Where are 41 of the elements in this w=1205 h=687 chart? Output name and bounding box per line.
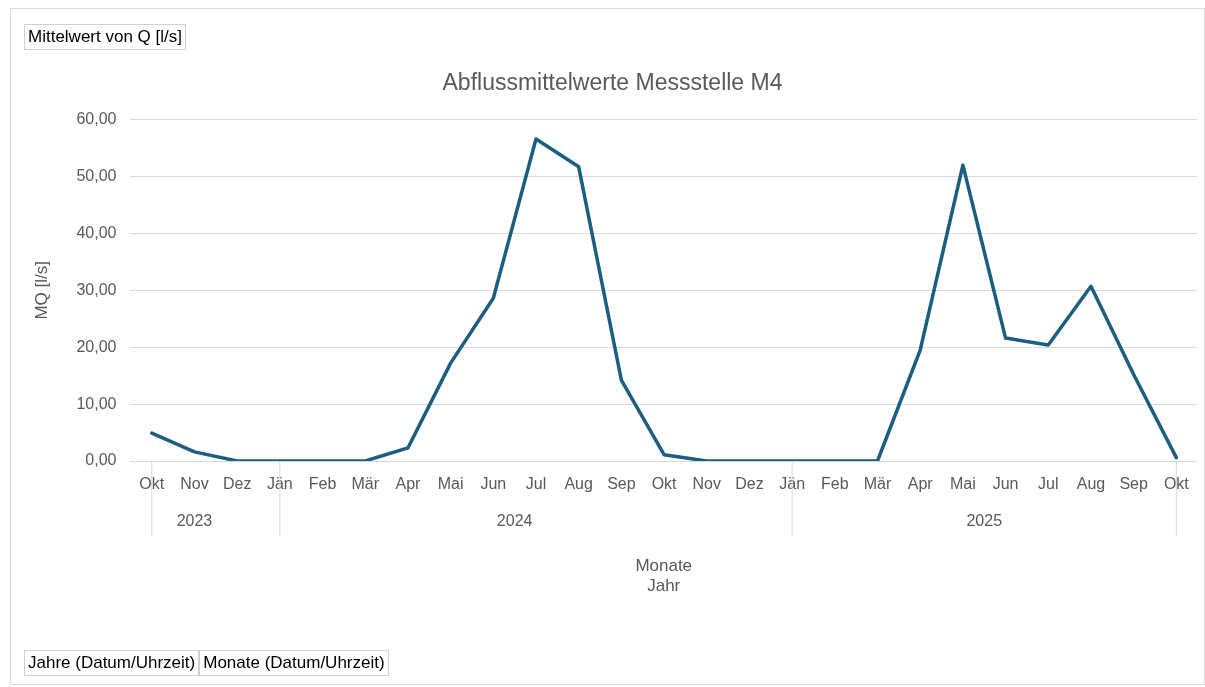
x-tick-label: Jul xyxy=(1038,475,1059,493)
x-tick-label: Jun xyxy=(480,475,507,493)
y-tick-label: 0,00 xyxy=(85,451,117,469)
x-tick-label: Apr xyxy=(395,475,422,493)
x-tick-label: Okt xyxy=(651,475,678,493)
y-tick-label: 30,00 xyxy=(76,280,117,298)
x-tick-label: Okt xyxy=(139,475,165,493)
y-tick-label: 10,00 xyxy=(76,394,117,412)
x-tick-label: Mär xyxy=(351,475,380,493)
text: 2025 xyxy=(966,512,1003,530)
y-tick-label: 50,00 xyxy=(76,166,117,184)
x-tick-label: Feb xyxy=(308,475,337,493)
x-tick-label: Dez xyxy=(222,475,252,493)
x-tick-label: Apr xyxy=(907,475,934,493)
text: Monate (Datum/Uhrzeit) xyxy=(199,650,389,676)
x-tick-label: Dez xyxy=(735,475,764,493)
x-tick-label: Okt xyxy=(1163,475,1190,493)
x-tick-label: Mär xyxy=(863,475,892,493)
x-tick-label: Sep xyxy=(607,475,636,493)
x-tick-label: Mai xyxy=(437,475,464,493)
x-tick-label: Aug xyxy=(564,475,593,493)
x-tick-label: Jän xyxy=(779,475,806,493)
text: Mittelwert von Q [l/s] xyxy=(24,24,186,50)
y-tick-label: 20,00 xyxy=(76,337,117,355)
x-tick-label: Sep xyxy=(1119,475,1148,493)
x-tick-label: Jän xyxy=(266,475,293,493)
y-axis-title: MQ [l/s] xyxy=(31,261,51,320)
text: Jahre (Datum/Uhrzeit) xyxy=(24,650,200,676)
chart-title: Abflussmittelwerte Messstelle M4 xyxy=(442,69,783,96)
x-tick-label: Nov xyxy=(692,475,721,493)
x-tick-label: Feb xyxy=(821,475,849,493)
text: 2023 xyxy=(176,512,213,530)
y-tick-label: 40,00 xyxy=(76,223,117,241)
y-tick-label: 60,00 xyxy=(76,110,117,128)
x-axis-title: Monate Jahr xyxy=(635,556,693,596)
text: 2024 xyxy=(496,512,533,530)
x-tick-label: Aug xyxy=(1076,475,1106,493)
x-tick-label: Nov xyxy=(180,475,209,493)
x-tick-label: Mai xyxy=(950,475,976,493)
x-tick-label: Jul xyxy=(525,475,547,493)
x-tick-label: Jun xyxy=(992,475,1019,493)
